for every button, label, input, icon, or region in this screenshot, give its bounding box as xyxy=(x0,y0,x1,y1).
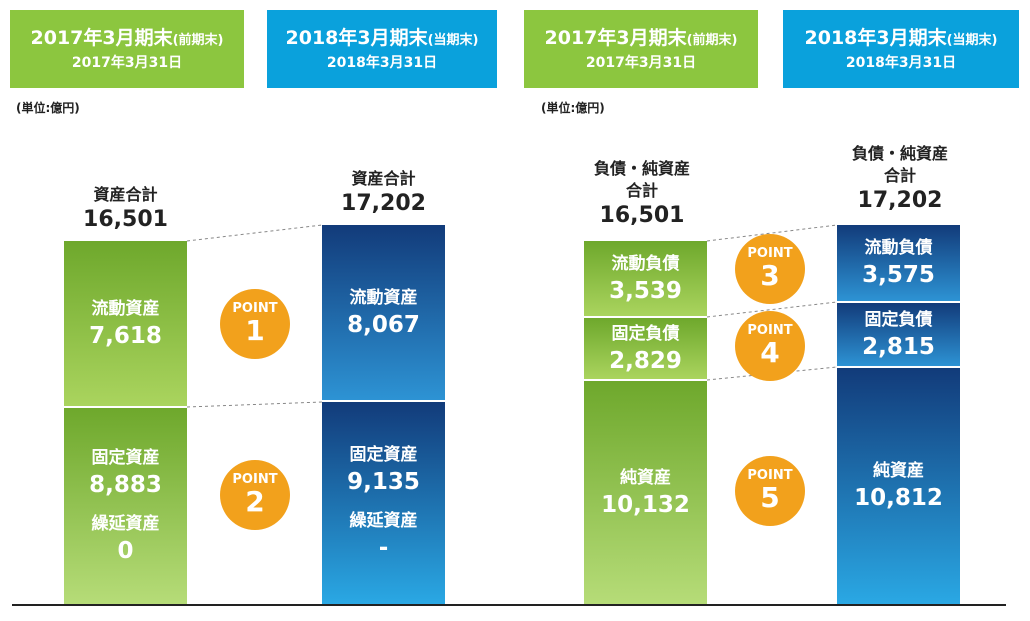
header-date: 2018年3月31日 xyxy=(845,54,957,71)
segment-name: 繰延資産 xyxy=(349,511,418,531)
header-date: 2018年3月31日 xyxy=(326,54,438,71)
total-title: 資産合計 xyxy=(351,169,416,188)
bar-current-liabilities-2017: 流動負債 3,539 xyxy=(584,241,707,316)
header-period: 2017年3月期末 xyxy=(544,26,687,49)
segment-value: 8,067 xyxy=(347,311,420,338)
total-value: 17,202 xyxy=(857,188,943,213)
segment-value: 7,618 xyxy=(89,322,162,349)
header-2017-liabilities: 2017年3月期末(前期末) 2017年3月31日 xyxy=(524,10,758,88)
segment-name: 流動資産 xyxy=(349,287,418,308)
connector-line xyxy=(706,301,838,318)
point-number: 5 xyxy=(760,481,780,514)
bar-current-assets-2017: 流動資産 7,618 xyxy=(64,241,187,406)
header-2018-assets: 2018年3月期末(当期末) 2018年3月31日 xyxy=(267,10,497,88)
segment-value: 8,883 xyxy=(89,472,162,498)
segment-value: 2,815 xyxy=(862,333,935,360)
point-word: POINT xyxy=(747,468,793,483)
bar-net-assets-2017: 純資産 10,132 xyxy=(584,381,707,604)
point-word: POINT xyxy=(747,246,793,261)
total-title: 資産合計 xyxy=(93,185,158,204)
point-badge-2: POINT 2 xyxy=(220,460,290,530)
point-word: POINT xyxy=(747,323,793,338)
segment-name: 純資産 xyxy=(873,461,924,481)
header-date: 2017年3月31日 xyxy=(585,54,697,71)
segment-value: 10,812 xyxy=(854,485,943,511)
point-number: 4 xyxy=(760,336,780,369)
point-badge-1: POINT 1 xyxy=(220,289,290,359)
point-word: POINT xyxy=(232,301,278,316)
header-period: 2018年3月期末 xyxy=(285,26,428,49)
total-label-2017-assets: 資産合計 16,501 xyxy=(64,184,187,234)
segment-name: 固定資産 xyxy=(349,445,418,465)
segment-name: 繰延資産 xyxy=(91,514,160,534)
bar-fixed-liabilities-2017: 固定負債 2,829 xyxy=(584,318,707,379)
point-number: 2 xyxy=(245,485,265,518)
header-2018-liabilities: 2018年3月期末(当期末) 2018年3月31日 xyxy=(783,10,1019,88)
bar-current-assets-2018: 流動資産 8,067 xyxy=(322,225,445,400)
total-label-2018-liabilities: 負債・純資産 合計 17,202 xyxy=(830,143,970,215)
segment-name: 流動負債 xyxy=(864,238,933,258)
connector-line xyxy=(186,224,323,242)
point-number: 3 xyxy=(760,259,780,292)
total-label-2017-liabilities: 負債・純資産 合計 16,501 xyxy=(572,158,712,230)
segment-value: - xyxy=(378,535,389,561)
point-badge-5: POINT 5 xyxy=(735,456,805,526)
connector-line xyxy=(706,366,838,381)
segment-value: 9,135 xyxy=(347,469,420,495)
segment-name: 純資産 xyxy=(620,467,671,488)
point-badge-3: POINT 3 xyxy=(735,234,805,304)
segment-value: 3,575 xyxy=(862,262,935,288)
unit-label: (単位:億円) xyxy=(16,101,80,115)
header-2017-assets: 2017年3月期末(前期末) 2017年3月31日 xyxy=(10,10,244,88)
point-badge-4: POINT 4 xyxy=(735,311,805,381)
segment-value: 3,539 xyxy=(609,277,682,304)
point-number: 1 xyxy=(245,314,265,347)
segment-name: 固定負債 xyxy=(611,323,680,344)
total-label-2018-assets: 資産合計 17,202 xyxy=(322,168,445,218)
baseline xyxy=(12,604,1006,606)
segment-name: 流動資産 xyxy=(91,298,160,319)
total-title-line2: 合計 xyxy=(625,181,658,200)
bar-current-liabilities-2018: 流動負債 3,575 xyxy=(837,225,960,301)
bar-fixed-liabilities-2018: 固定負債 2,815 xyxy=(837,303,960,366)
point-word: POINT xyxy=(232,472,278,487)
segment-value: 10,132 xyxy=(601,491,690,518)
header-date: 2017年3月31日 xyxy=(71,54,183,71)
header-note: (前期末) xyxy=(172,32,224,48)
connector-line xyxy=(186,401,323,408)
header-period: 2018年3月期末 xyxy=(804,26,947,49)
total-value: 16,501 xyxy=(83,207,168,232)
segment-name: 固定資産 xyxy=(91,448,160,468)
bar-fixed-assets-2018: 固定資産 9,135 繰延資産 - xyxy=(322,402,445,604)
bar-fixed-assets-2017: 固定資産 8,883 繰延資産 0 xyxy=(64,408,187,604)
header-note: (当期末) xyxy=(427,32,479,48)
header-period: 2017年3月期末 xyxy=(30,26,173,49)
segment-value: 2,829 xyxy=(609,347,682,374)
connector-line xyxy=(706,224,838,242)
total-title: 負債・純資産 xyxy=(851,144,948,163)
segment-name: 固定負債 xyxy=(864,309,933,330)
unit-label: (単位:億円) xyxy=(541,101,605,115)
bar-net-assets-2018: 純資産 10,812 xyxy=(837,368,960,604)
segment-value: 0 xyxy=(117,538,134,564)
segment-name: 流動負債 xyxy=(611,253,680,274)
total-value: 17,202 xyxy=(341,191,426,216)
header-note: (前期末) xyxy=(686,32,738,48)
header-note: (当期末) xyxy=(946,32,998,48)
total-title: 負債・純資産 xyxy=(593,159,690,178)
total-value: 16,501 xyxy=(599,203,685,228)
total-title-line2: 合計 xyxy=(883,166,916,185)
